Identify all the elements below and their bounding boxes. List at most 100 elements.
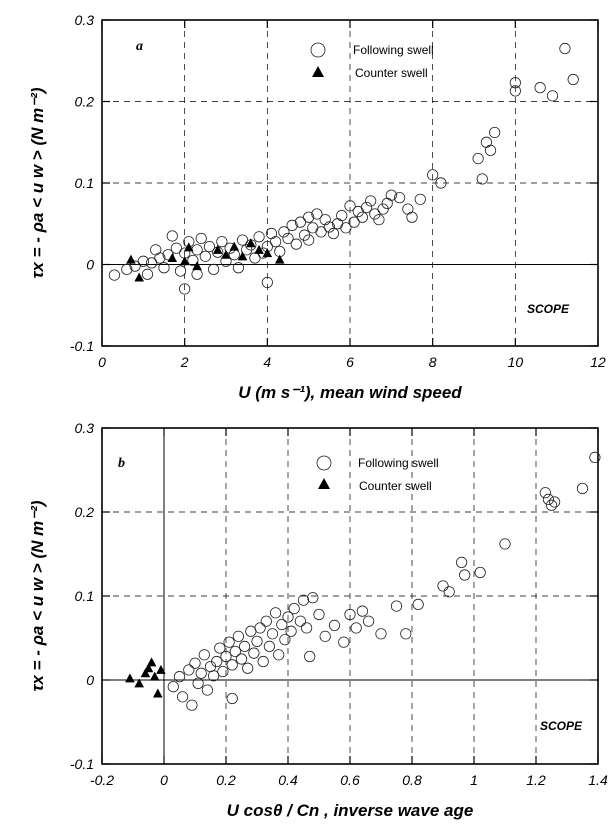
x-tick-label: 0.8: [402, 772, 422, 788]
following-swell-point: [227, 660, 237, 670]
chart-panel-a: a Following swell Counter swell SCOPE U …: [28, 12, 606, 402]
y-tick-label: 0: [86, 257, 94, 273]
following-swell-point: [295, 217, 305, 227]
following-swell-point: [456, 557, 466, 567]
following-swell-point: [329, 620, 339, 630]
scope-annotation: SCOPE: [527, 302, 570, 316]
legend-following-label: Following swell: [358, 456, 439, 470]
panel-label: b: [118, 456, 125, 471]
following-swell-point: [485, 145, 495, 155]
scope-annotation: SCOPE: [540, 719, 583, 733]
following-swell-point: [415, 194, 425, 204]
following-swell-point: [236, 654, 246, 664]
following-swell-point: [481, 137, 491, 147]
following-swell-point: [218, 666, 228, 676]
y-tick-label: 0.3: [75, 12, 95, 28]
following-swell-point: [543, 494, 553, 504]
legend-counter-label: Counter swell: [359, 479, 432, 493]
following-swell-point: [489, 127, 499, 137]
following-swell-point: [308, 592, 318, 602]
following-swell-point: [314, 609, 324, 619]
following-swell-point: [540, 487, 550, 497]
following-swell-point: [577, 483, 587, 493]
following-swell-point: [258, 656, 268, 666]
following-swell-point: [274, 650, 284, 660]
following-swell-point: [177, 692, 187, 702]
x-tick-label: 1.4: [588, 772, 608, 788]
following-swell-point: [357, 212, 367, 222]
following-swell-point: [560, 43, 570, 53]
chart-panel-b: b Following swell Counter swell SCOPE U …: [28, 420, 608, 820]
y-tick-label: 0.3: [75, 420, 95, 436]
following-swell-point: [305, 651, 315, 661]
following-swell-point: [286, 626, 296, 636]
following-swell-point: [233, 631, 243, 641]
x-tick-label: 10: [508, 354, 524, 370]
following-swell-point: [202, 685, 212, 695]
following-swell-point: [267, 629, 277, 639]
following-swell-point: [308, 223, 318, 233]
x-tick-label: 1: [470, 772, 478, 788]
following-swell-point: [438, 581, 448, 591]
following-swell-point: [196, 668, 206, 678]
following-swell-point: [249, 648, 259, 658]
counter-swell-point: [184, 242, 194, 251]
x-tick-label: 0.4: [278, 772, 298, 788]
y-tick-label: 0.1: [75, 588, 94, 604]
x-tick-label: 12: [590, 354, 606, 370]
following-swell-point: [208, 671, 218, 681]
following-swell-point: [320, 631, 330, 641]
following-swell-point: [266, 228, 276, 238]
following-swell-point: [391, 601, 401, 611]
counter-swell-point: [125, 673, 135, 682]
following-swell-point: [535, 82, 545, 92]
following-swell-point: [109, 270, 119, 280]
data-marks: [109, 43, 578, 294]
following-swell-point: [190, 658, 200, 668]
following-swell-point: [184, 665, 194, 675]
following-swell-point: [291, 239, 301, 249]
counter-swell-point: [153, 688, 163, 697]
y-tick-label: 0.2: [75, 504, 95, 520]
following-swell-point: [175, 266, 185, 276]
x-tick-label: 8: [429, 354, 437, 370]
following-swell-point: [357, 606, 367, 616]
x-tick-label: 2: [180, 354, 189, 370]
y-tick-label: 0.1: [75, 175, 94, 191]
following-swell-point: [500, 539, 510, 549]
x-tick-label: 0.2: [216, 772, 236, 788]
x-tick-label: 4: [263, 354, 271, 370]
following-swell-point: [200, 251, 210, 261]
following-swell-point: [277, 619, 287, 629]
legend-following-marker: [317, 456, 331, 470]
following-swell-point: [295, 616, 305, 626]
following-swell-point: [477, 174, 487, 184]
following-swell-point: [168, 682, 178, 692]
legend: Following swell Counter swell: [317, 456, 439, 493]
following-swell-point: [254, 232, 264, 242]
counter-swell-point: [147, 657, 157, 666]
following-swell-point: [316, 227, 326, 237]
y-tick-label: 0.2: [75, 94, 95, 110]
following-swell-point: [264, 641, 274, 651]
following-swell-point: [230, 646, 240, 656]
following-swell-point: [227, 693, 237, 703]
following-swell-point: [298, 595, 308, 605]
counter-swell-point: [126, 255, 136, 264]
following-swell-point: [151, 245, 161, 255]
following-swell-point: [475, 567, 485, 577]
following-swell-point: [199, 650, 209, 660]
following-swell-point: [460, 570, 470, 580]
legend-following-marker: [311, 43, 325, 57]
legend-counter-marker: [312, 66, 324, 77]
following-swell-point: [378, 204, 388, 214]
following-swell-point: [353, 206, 363, 216]
following-swell-point: [243, 663, 253, 673]
following-swell-point: [212, 656, 222, 666]
y-axis-label: τx = - ρa < u w > (N m⁻²): [28, 87, 47, 278]
following-swell-point: [549, 497, 559, 507]
following-swell-point: [224, 637, 234, 647]
y-tick-label: -0.1: [70, 756, 94, 772]
x-axis-label: U (m s⁻¹), mean wind speed: [238, 383, 462, 402]
